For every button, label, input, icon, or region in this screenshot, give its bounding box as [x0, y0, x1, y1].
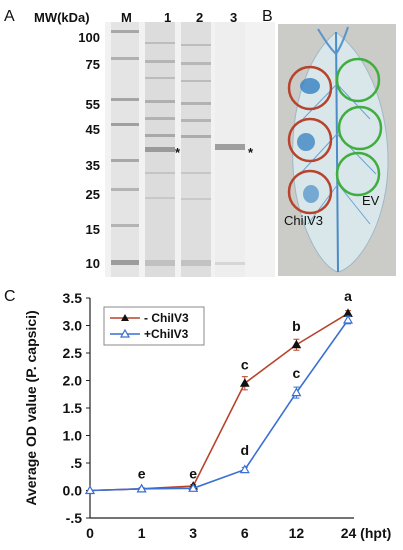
- significance-letter: b: [292, 318, 301, 334]
- y-tick-label: 0.0: [63, 483, 83, 499]
- x-tick-label: 24 (hpt): [341, 525, 392, 541]
- panel-label-c: C: [4, 288, 16, 305]
- panel-label-b: B: [262, 8, 273, 25]
- data-point: [342, 314, 354, 324]
- significance-letter: d: [241, 442, 250, 458]
- significance-letter: e: [138, 465, 146, 481]
- data-point: [239, 378, 250, 387]
- y-tick-label: 2.5: [63, 345, 83, 361]
- lane-1: [145, 22, 175, 277]
- sds-page-gel: [105, 22, 275, 277]
- treated-rings: [287, 65, 333, 215]
- mw-tick-35: 35: [85, 158, 100, 173]
- y-axis-title: Average OD value (P. capsici): [23, 310, 39, 505]
- y-tick-label: .5: [70, 455, 82, 471]
- x-tick-label: 6: [241, 525, 249, 541]
- lane-label-m: M: [121, 10, 132, 25]
- y-tick-label: 2.0: [63, 373, 83, 389]
- x-tick-label: 0: [86, 525, 94, 541]
- y-tick-label: 3.5: [63, 290, 83, 306]
- x-tick-label: 12: [289, 525, 305, 541]
- y-tick-label: 1.5: [63, 400, 83, 416]
- significance-letter: e: [189, 465, 197, 481]
- legend-box: [103, 306, 205, 346]
- marker-lane: [111, 22, 139, 277]
- leaf-label-chiiv3: ChiIV3: [284, 213, 324, 228]
- x-tick-label: 1: [138, 525, 146, 541]
- od-line-chart: -.5 0.0 .5 1.0 1.5 2.0 2.5 3.0 3.5 0 1 3 6 12 24 (hpt)…: [23, 288, 392, 541]
- legend-label: - ChiIV3: [144, 311, 189, 325]
- lane-3: [215, 22, 245, 277]
- data-point: [84, 485, 96, 495]
- mw-tick-55: 55: [85, 97, 100, 112]
- lane-label-3: 3: [230, 10, 238, 25]
- legend-label: +ChiIV3: [144, 327, 189, 341]
- control-rings: [335, 57, 383, 197]
- data-point: [291, 339, 302, 349]
- legend-marker: [121, 314, 129, 321]
- mw-tick-15: 15: [85, 222, 100, 237]
- significance-letter: c: [293, 365, 301, 381]
- leaf-illustration: [278, 24, 396, 276]
- band-mark-lane3: *: [248, 145, 254, 160]
- panel-label-a: A: [4, 8, 15, 25]
- mw-tick-75: 75: [85, 57, 100, 72]
- mw-tick-10: 10: [85, 256, 100, 271]
- band-mark-lane1: *: [175, 145, 181, 160]
- mw-tick-100: 100: [78, 30, 100, 45]
- y-tick-label: 1.0: [63, 428, 83, 444]
- significance-letter: a: [344, 288, 352, 304]
- data-point: [291, 387, 302, 397]
- lane-label-1: 1: [164, 10, 172, 25]
- mw-header: MW(kDa): [34, 10, 90, 25]
- lane-label-2: 2: [196, 10, 204, 25]
- data-point: [136, 483, 147, 493]
- leaf-label-ev: EV: [362, 193, 380, 208]
- lane-2: [181, 22, 211, 277]
- significance-letter: c: [241, 357, 249, 373]
- y-tick-label: -.5: [66, 510, 83, 526]
- series-line: [89, 319, 349, 492]
- y-tick-label: 3.0: [63, 318, 83, 334]
- data-point: [188, 483, 199, 492]
- x-tick-label: 3: [189, 525, 197, 541]
- leaf-photo: [278, 24, 396, 276]
- treated-spots: [297, 78, 320, 203]
- mw-tick-45: 45: [85, 122, 100, 137]
- data-point: [239, 464, 250, 474]
- mw-tick-25: 25: [85, 187, 100, 202]
- legend-marker: [119, 328, 131, 338]
